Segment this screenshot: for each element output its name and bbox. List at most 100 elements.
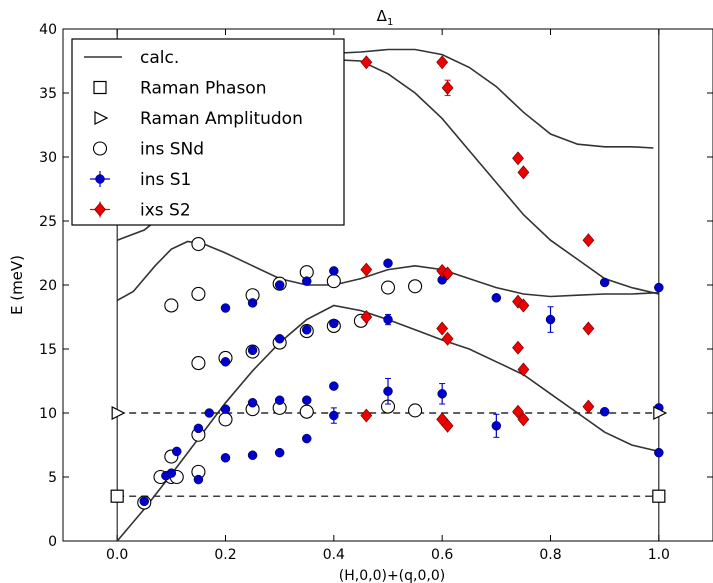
data-point [512,340,524,355]
data-point [517,165,530,180]
data-point [654,282,664,293]
y-tick-label: 20 [39,278,57,294]
data-point [299,404,314,419]
legend: calc. Raman Phason Raman Amplitudon ins SNd… [71,38,345,226]
y-tick-label: 5 [48,470,57,486]
data-point [274,334,285,344]
data-point [220,303,231,313]
legend-marker [93,80,107,95]
x-tick-label: 0.8 [539,547,561,563]
legend-marker [95,174,105,184]
data-point [383,314,393,325]
y-tick-label: 40 [39,22,57,38]
series-layer [116,48,664,541]
data-point [441,266,454,281]
data-point [220,357,231,367]
data-point [517,412,530,427]
data-point [110,489,124,503]
data-point [247,298,258,308]
data-point [164,298,179,313]
data-point [329,266,339,276]
y-tick-label: 0 [48,534,57,550]
data-point [599,406,610,417]
data-point [512,404,524,419]
data-point [274,395,285,405]
data-point [191,286,206,302]
data-point [436,321,449,336]
legend-item: Raman Phason [93,79,267,99]
data-point [220,453,231,463]
data-point [302,395,312,405]
calc-curve [306,48,654,149]
data-point [441,331,454,346]
legend-label: ins S1 [140,170,191,190]
data-point [380,280,396,295]
legend-marker [94,111,109,125]
data-point [247,450,258,460]
legend-item: calc. [84,48,179,68]
data-point [329,318,339,329]
data-point [360,55,373,70]
data-point [545,314,556,325]
data-point [491,293,502,303]
y-tick-label: 15 [39,342,57,358]
data-point [512,151,524,166]
y-tick-label: 35 [39,86,57,102]
data-point [517,298,530,313]
data-point [204,408,214,418]
data-point [326,274,341,289]
data-point [247,345,258,356]
chart-title: Δ1 [377,7,394,28]
plot-area: 0.0 0.2 0.4 0.6 0.8 1.0 0 5 10 15 20 25 30 35 40 [39,22,713,563]
x-tick-label: 0.0 [106,547,128,563]
data-point [653,406,668,420]
calc-curve [116,240,659,302]
legend-item: ins SNd [92,140,204,160]
data-point [191,356,206,371]
legend-marker [92,141,108,156]
data-point [383,386,393,396]
y-tick-label: 25 [39,214,57,230]
data-point [437,389,447,399]
y-tick-label: 10 [39,406,57,422]
data-point [302,325,312,335]
data-point [329,381,339,391]
data-point [247,398,258,408]
data-point [599,277,610,288]
legend-item: Raman Amplitudon [94,109,303,129]
data-point [329,410,339,421]
x-tick-label: 0.2 [214,547,236,563]
data-point [408,279,423,294]
data-point [218,412,233,427]
legend-item: ins S1 [90,170,191,190]
data-point [383,258,393,268]
data-point [302,276,312,286]
data-point [302,433,312,444]
data-point [582,399,595,414]
y-tick-label: 30 [39,150,57,166]
data-point [274,447,285,458]
x-tick-label: 1.0 [648,547,670,563]
legend-label: calc. [140,48,179,68]
data-point [517,362,530,377]
data-point [193,474,204,485]
data-point [491,421,502,431]
legend-item: ixs S2 [90,201,191,221]
data-point [274,280,285,290]
legend-label: Raman Amplitudon [140,109,303,129]
data-point [139,496,149,507]
data-point [193,423,204,434]
data-point [654,447,664,458]
legend-label: ins SNd [140,140,204,160]
data-point [582,233,595,248]
data-point [652,489,666,503]
data-point [360,262,373,277]
data-point [441,80,454,95]
data-point [172,446,182,457]
legend-label: Raman Phason [140,79,267,99]
legend-box [71,38,345,226]
data-point [436,55,449,70]
data-point [111,406,126,420]
data-point [582,321,595,336]
